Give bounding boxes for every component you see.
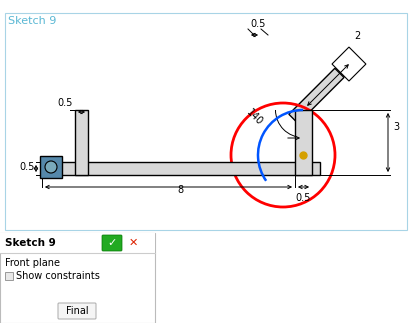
Circle shape — [45, 161, 57, 173]
Text: ✕: ✕ — [128, 238, 138, 248]
Bar — [289, 68, 344, 123]
Bar — [5, 272, 13, 280]
Bar — [75, 110, 88, 175]
Text: ✓: ✓ — [107, 238, 117, 248]
Text: 8: 8 — [177, 185, 183, 195]
Text: 3: 3 — [393, 122, 399, 132]
Text: Final: Final — [66, 306, 88, 316]
Bar — [5, 13, 407, 230]
Text: Sketch 9: Sketch 9 — [8, 16, 56, 26]
Text: Front plane: Front plane — [5, 258, 60, 268]
Bar — [40, 156, 62, 178]
Text: 0.5: 0.5 — [295, 193, 311, 203]
Text: 0.5: 0.5 — [57, 98, 73, 108]
Bar — [295, 110, 312, 175]
Text: Sketch 9: Sketch 9 — [5, 238, 56, 248]
Bar — [42, 162, 320, 175]
Bar — [0, 233, 155, 253]
FancyBboxPatch shape — [58, 303, 96, 319]
Text: 0.5: 0.5 — [19, 162, 35, 172]
Bar — [332, 47, 366, 81]
Text: 140: 140 — [245, 107, 265, 127]
Text: Show constraints: Show constraints — [16, 271, 100, 281]
Text: 2: 2 — [354, 31, 360, 41]
FancyBboxPatch shape — [102, 235, 122, 251]
Bar — [0, 233, 155, 323]
Text: 0.5: 0.5 — [250, 19, 266, 29]
